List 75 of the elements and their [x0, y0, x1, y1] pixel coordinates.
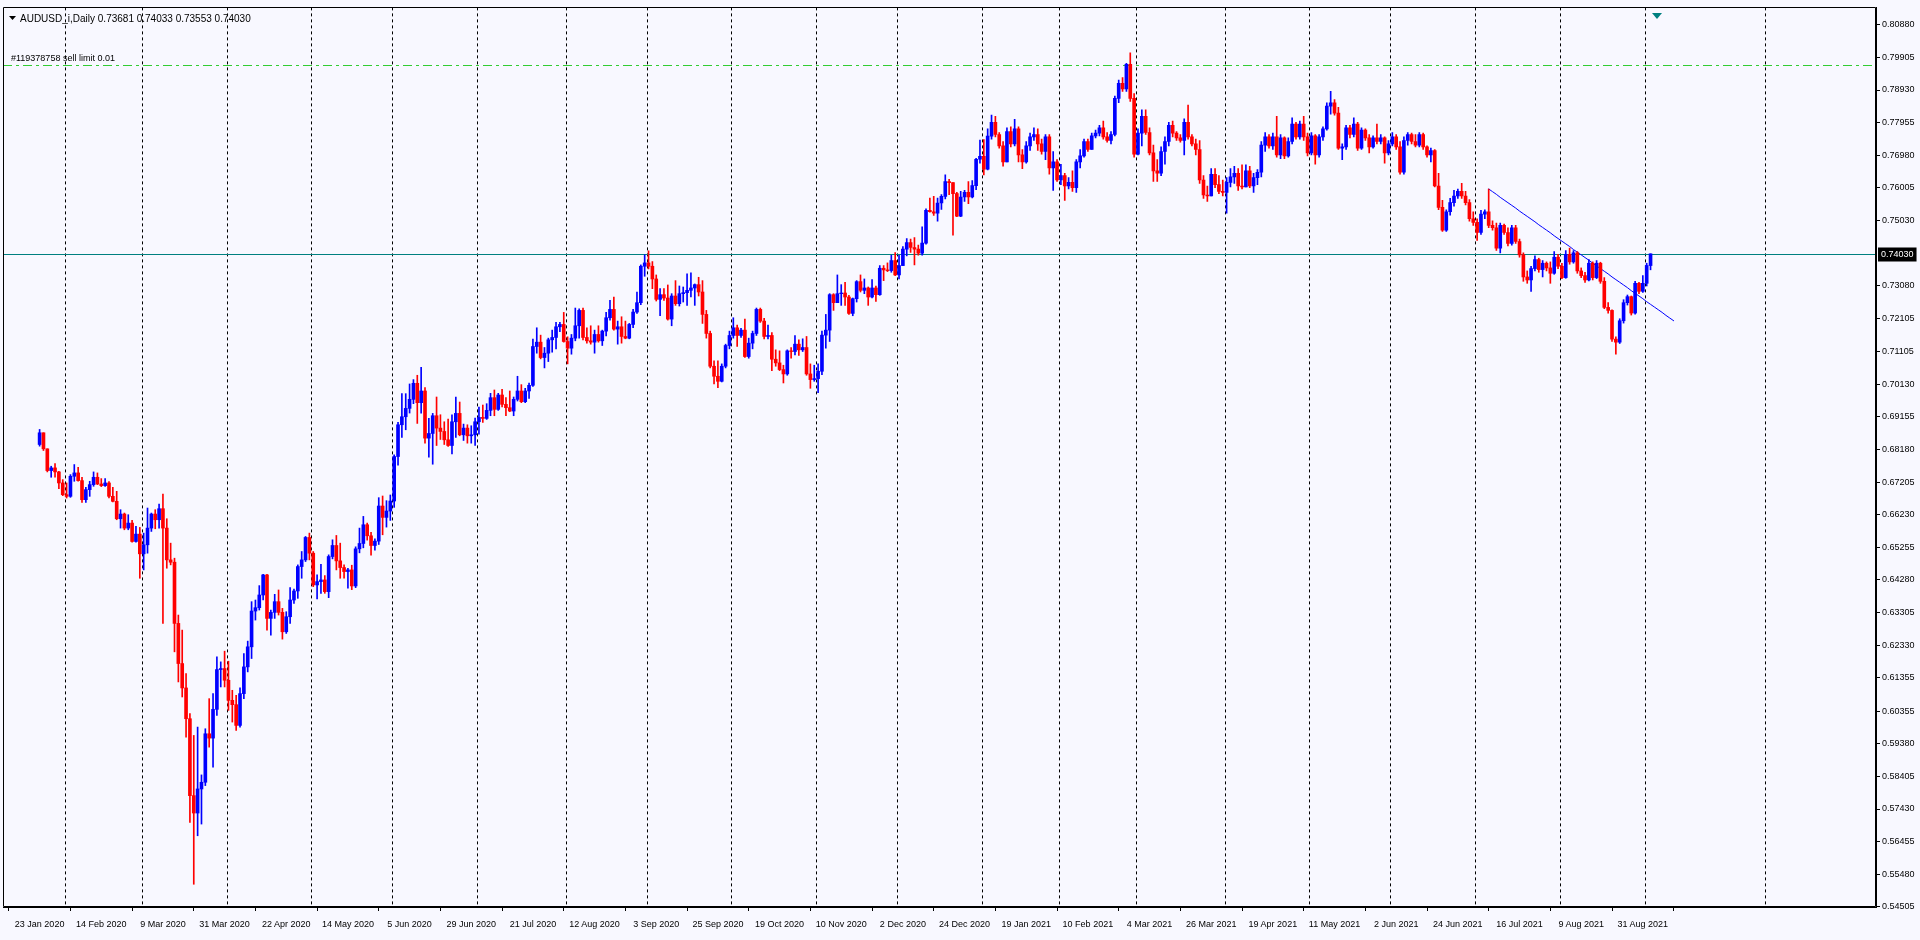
candlestick: [716, 360, 720, 388]
candlestick: [207, 698, 212, 748]
x-tick-label: 29 Jun 2020: [446, 918, 497, 929]
x-tick-label: 14 May 2020: [321, 918, 374, 929]
x-tick-label: 10 Nov 2020: [815, 918, 867, 929]
x-tick-label: 26 Mar 2021: [1185, 918, 1237, 929]
x-tick-label: 24 Jun 2021: [1433, 918, 1483, 929]
x-tick-label: 22 Apr 2020: [261, 918, 311, 929]
ref-line-label: #119378758 sell limit 0.01: [11, 53, 115, 64]
candlestick: [480, 404, 485, 423]
y-tick-label: 0.77955: [1882, 117, 1915, 128]
y-tick-label: 0.80880: [1882, 19, 1915, 30]
candlestick: [685, 273, 689, 306]
y-tick-label: 0.62330: [1882, 639, 1915, 650]
x-tick-label: 2 Jun 2021: [1373, 918, 1419, 929]
candlestick: [658, 288, 662, 317]
y-tick-label: 0.72105: [1882, 312, 1915, 323]
x-tick-label: 4 Mar 2021: [1126, 918, 1173, 929]
y-tick-label: 0.60355: [1882, 705, 1915, 716]
candlestick: [49, 465, 53, 478]
y-tick-label: 0.68180: [1882, 443, 1915, 454]
y-tick-label: 0.66230: [1882, 509, 1915, 520]
x-tick-label: 19 Apr 2021: [1248, 918, 1298, 929]
candlestick: [507, 390, 512, 413]
y-tick-label: 0.76980: [1882, 149, 1915, 160]
y-tick-label: 0.59380: [1882, 738, 1915, 749]
x-tick-label: 11 May 2021: [1308, 918, 1361, 929]
x-tick-label: 19 Oct 2020: [755, 918, 805, 929]
y-tick-label: 0.76005: [1882, 182, 1915, 193]
x-tick-label: 21 Jul 2020: [509, 918, 557, 929]
candlestick: [951, 182, 955, 236]
candlestick: [615, 320, 620, 345]
x-tick-label: 3 Sep 2020: [633, 918, 680, 929]
x-tick-label: 19 Jan 2021: [1001, 918, 1051, 929]
candlestick: [928, 197, 932, 213]
y-tick-label: 0.56455: [1882, 836, 1915, 847]
x-tick-label: 5 Jun 2020: [387, 918, 432, 929]
x-tick-label: 2 Dec 2020: [879, 918, 926, 929]
x-tick-label: 10 Feb 2021: [1062, 918, 1114, 929]
y-tick-label: 0.61355: [1882, 672, 1915, 683]
x-tick-label: 12 Aug 2020: [569, 918, 620, 929]
y-tick-label: 0.70130: [1882, 378, 1915, 389]
y-tick-label: 0.67205: [1882, 476, 1915, 487]
y-tick-label: 0.78930: [1882, 84, 1915, 95]
x-tick-label: 31 Aug 2021: [1617, 918, 1669, 929]
candlestick: [1220, 179, 1225, 197]
x-tick-label: 31 Mar 2020: [199, 918, 250, 929]
x-tick-label: 9 Mar 2020: [140, 918, 186, 929]
y-tick-label: 0.79905: [1882, 51, 1915, 62]
candlestick: [1059, 163, 1063, 185]
y-tick-label: 0.73080: [1882, 280, 1915, 291]
y-tick-label: 0.54505: [1882, 901, 1915, 912]
candlestick: [161, 493, 165, 624]
candlestick: [800, 338, 805, 352]
y-tick-label: 0.58405: [1882, 770, 1915, 781]
y-tick-label: 0.63305: [1882, 607, 1915, 618]
ref-line-label: 0.74030: [1881, 248, 1914, 259]
candlestick: [766, 324, 770, 340]
y-tick-label: 0.75030: [1882, 214, 1915, 225]
candlestick: [931, 196, 936, 216]
y-tick-label: 0.57430: [1882, 803, 1915, 814]
candlestick: [947, 178, 951, 196]
x-tick-label: 14 Feb 2020: [76, 918, 127, 929]
x-tick-label: 24 Dec 2020: [939, 918, 991, 929]
y-tick-label: 0.55480: [1882, 868, 1915, 879]
x-tick-label: 9 Aug 2021: [1558, 918, 1604, 929]
text: AUDUSD_i,Daily 0.73681 0.74033 0.73553 0.74030: [20, 12, 252, 24]
candlestick: [1232, 165, 1237, 184]
x-tick-label: 16 Jul 2021: [1496, 918, 1543, 929]
y-tick-label: 0.65255: [1882, 541, 1915, 552]
x-tick-label: 23 Jan 2020: [14, 918, 65, 929]
y-tick-label: 0.71105: [1882, 346, 1914, 357]
y-tick-label: 0.64280: [1882, 574, 1915, 585]
y-tick-label: 0.69155: [1882, 411, 1915, 422]
x-tick-label: 25 Sep 2020: [692, 918, 744, 929]
